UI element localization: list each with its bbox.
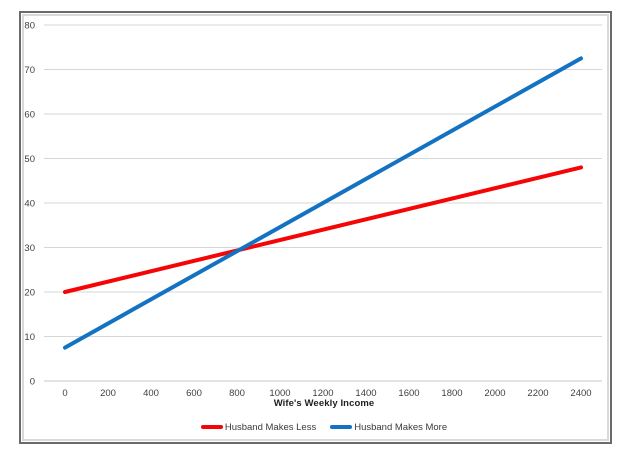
x-axis-title: Wife's Weekly Income: [273, 398, 375, 409]
x-tick-label-600: 600: [186, 388, 202, 399]
x-tick-label-0: 0: [62, 388, 67, 399]
x-tick-label-1800: 1800: [441, 388, 462, 399]
chart-frame: 0 10 20 30 40 50 60 70 80 0 200 400 600 800 1000 1200 14…: [19, 11, 612, 444]
x-tick-label-2000: 2000: [484, 388, 505, 399]
y-tick-label-80: 80: [24, 21, 35, 32]
y-tick-label-30: 30: [24, 243, 35, 254]
y-tick-label-50: 50: [24, 154, 35, 165]
legend-item-husband-makes-less: Husband Makes Less: [200, 421, 317, 433]
x-tick-label-1000: 1000: [269, 388, 290, 399]
x-tick-label-2200: 2200: [527, 388, 548, 399]
legend-item-husband-makes-more: Husband Makes More: [330, 422, 447, 433]
y-tick-label-0: 0: [30, 377, 35, 388]
y-tick-label-20: 20: [24, 288, 35, 299]
series-line-husband-makes-more: [63, 56, 583, 350]
y-tick-label-60: 60: [24, 110, 35, 121]
legend-swatch-red-line: [200, 425, 223, 429]
y-tick-label-70: 70: [24, 65, 35, 76]
x-tick-label-2400: 2400: [570, 388, 591, 399]
x-tick-label-800: 800: [229, 388, 245, 399]
series-line-husband-makes-less: [63, 165, 583, 294]
legend-label: Husband Makes More: [354, 421, 448, 433]
legend: Husband Makes Less Husband Makes More: [44, 419, 604, 435]
legend-label: Husband Makes Less: [224, 421, 317, 433]
x-tick-label-200: 200: [100, 388, 116, 399]
y-tick-label-40: 40: [24, 199, 35, 210]
x-tick-label-1600: 1600: [398, 388, 419, 399]
y-tick-label-10: 10: [24, 332, 35, 343]
x-tick-label-400: 400: [143, 388, 159, 399]
x-tick-label-1400: 1400: [355, 388, 376, 399]
x-tick-label-1200: 1200: [312, 388, 333, 399]
legend-swatch-blue-line: [330, 425, 353, 429]
